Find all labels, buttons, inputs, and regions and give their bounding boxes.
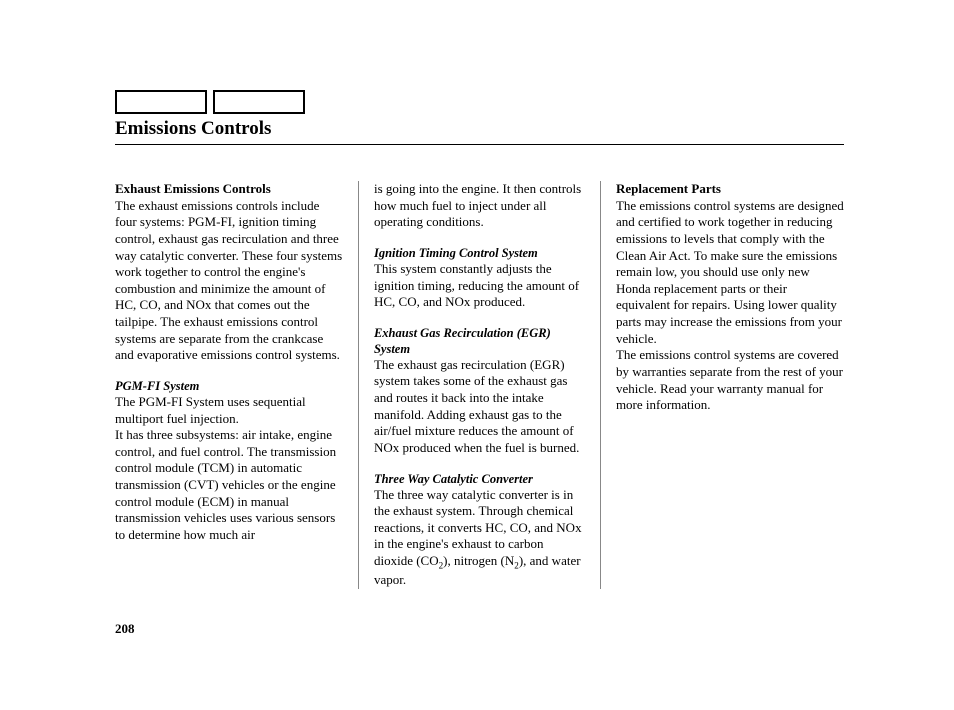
- col3-para-2: The emissions control systems are covere…: [616, 347, 844, 414]
- placeholder-box-2: [213, 90, 305, 114]
- col1-heading-exhaust: Exhaust Emissions Controls: [115, 181, 271, 196]
- col3-heading-replacement: Replacement Parts: [616, 181, 721, 196]
- placeholder-box-1: [115, 90, 207, 114]
- page-number: 208: [115, 621, 844, 637]
- col1-para-2: The PGM-FI System uses sequential multip…: [115, 394, 343, 427]
- col2-para-1: is going into the engine. It then contro…: [374, 181, 585, 231]
- top-box-row: [115, 90, 844, 114]
- col3-para-1: The emissions control systems are design…: [616, 198, 844, 346]
- column-2: is going into the engine. It then contro…: [358, 181, 601, 589]
- column-3: Replacement Parts The emissions control …: [601, 181, 844, 589]
- title-rule: [115, 144, 844, 145]
- column-1: Exhaust Emissions Controls The exhaust e…: [115, 181, 358, 589]
- col2-para-3: The exhaust gas recirculation (EGR) syst…: [374, 357, 585, 457]
- col2-p4b: ), nitrogen (N: [443, 553, 514, 568]
- manual-page: Emissions Controls Exhaust Emissions Con…: [0, 0, 954, 677]
- content-columns: Exhaust Emissions Controls The exhaust e…: [115, 181, 844, 589]
- col2-para-2: This system constantly adjusts the ignit…: [374, 261, 585, 311]
- col2-subhead-ignition: Ignition Timing Control System: [374, 245, 585, 261]
- col2-subhead-catalytic: Three Way Catalytic Converter: [374, 471, 585, 487]
- col1-para-3: It has three subsystems: air intake, eng…: [115, 427, 343, 543]
- col2-para-4: The three way catalytic converter is in …: [374, 487, 585, 589]
- col1-subhead-pgmfi: PGM-FI System: [115, 378, 343, 394]
- col2-subhead-egr: Exhaust Gas Recirculation (EGR) System: [374, 325, 585, 357]
- col1-para-1: The exhaust emissions controls include f…: [115, 198, 342, 363]
- page-title: Emissions Controls: [115, 116, 844, 144]
